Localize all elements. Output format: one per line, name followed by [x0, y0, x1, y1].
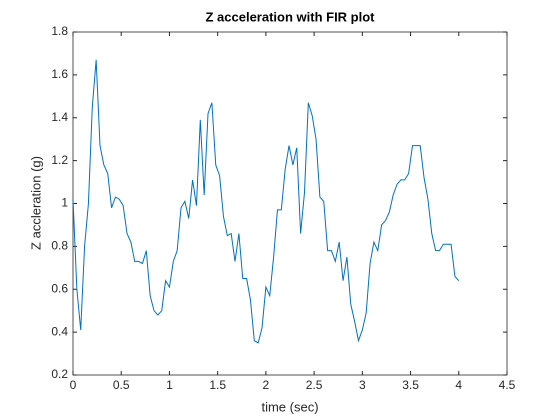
- data-line: [72, 59, 460, 344]
- x-tick-label: 1.5: [209, 378, 226, 392]
- x-tick-label: 0: [70, 378, 77, 392]
- y-tick-label: 1.4: [51, 110, 68, 124]
- y-tick-label: 1: [61, 196, 68, 210]
- y-axis-label: Z accleration (g): [28, 156, 43, 250]
- y-tick-label: 0.4: [51, 324, 68, 338]
- x-tick-label: 2.5: [306, 378, 323, 392]
- y-tick-label: 1.2: [51, 153, 68, 167]
- chart-title: Z acceleration with FIR plot: [205, 9, 375, 24]
- x-tick-label: 0.5: [113, 378, 130, 392]
- x-tick-label: 4: [455, 378, 462, 392]
- x-tick-label: 2: [263, 378, 270, 392]
- y-tick-label: 0.6: [51, 281, 68, 295]
- y-tick-label: 1.8: [51, 24, 68, 38]
- y-tick-label: 1.6: [51, 67, 68, 81]
- plot-box: [72, 31, 508, 376]
- x-tick-label: 4.5: [499, 378, 516, 392]
- y-tick-label: 0.2: [51, 367, 68, 381]
- x-tick-label: 1: [166, 378, 173, 392]
- y-tick-label: 0.8: [51, 239, 68, 253]
- x-tick-label: 3.5: [402, 378, 419, 392]
- x-axis-label: time (sec): [261, 399, 318, 414]
- x-tick-label: 3: [359, 378, 366, 392]
